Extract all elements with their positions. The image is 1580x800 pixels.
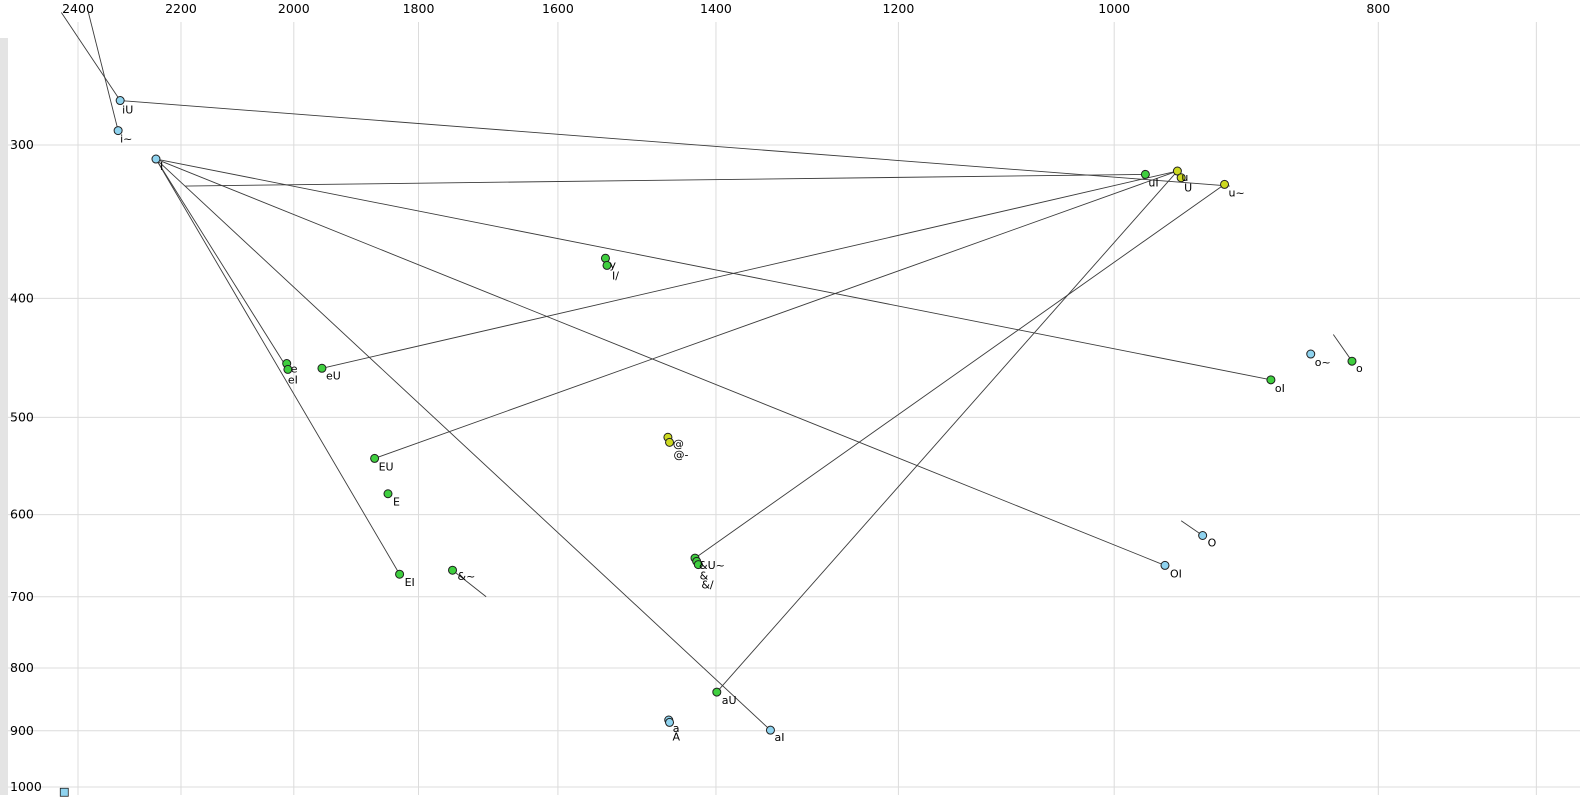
trajectory-line-3 xyxy=(185,173,1146,187)
vowel-label-6: u~ xyxy=(1229,186,1245,199)
y-tick-label-900: 900 xyxy=(10,723,34,738)
x-tick-label-1000: 1000 xyxy=(1098,1,1130,16)
vowel-point-26 xyxy=(712,687,722,697)
vowel-point-10 xyxy=(283,364,293,374)
vowel-label-7: y xyxy=(609,258,616,271)
trajectory-line-12 xyxy=(694,184,1225,559)
trajectory-line-4 xyxy=(155,158,289,370)
vowel-label-15: @ xyxy=(673,437,684,450)
vowel-label-9: e xyxy=(291,363,298,376)
vowel-point-16 xyxy=(665,437,675,447)
vowel-point-14 xyxy=(1266,375,1276,385)
trajectory-line-11 xyxy=(155,158,1166,566)
vowel-label-4: u xyxy=(1181,171,1188,184)
vowel-label-12: o~ xyxy=(1315,356,1331,369)
trajectory-line-13 xyxy=(452,569,487,598)
vowel-label-28: A xyxy=(673,730,681,743)
vowel-point-19 xyxy=(1198,530,1208,540)
vowel-point-4 xyxy=(1172,166,1182,176)
vowel-label-10: eI xyxy=(288,373,298,386)
vowel-point-23 xyxy=(693,560,703,570)
x-tick-label-2200: 2200 xyxy=(165,1,197,16)
vowel-point-29 xyxy=(765,725,775,735)
vowel-point-7 xyxy=(600,253,610,263)
vowel-point-18 xyxy=(383,489,393,499)
vowel-label-11: eU xyxy=(326,369,341,382)
trajectory-line-14 xyxy=(1332,334,1353,362)
vowel-label-26: aU xyxy=(722,694,737,707)
vowel-label-13: o xyxy=(1356,362,1363,375)
vowel-label-8: I/ xyxy=(612,269,619,282)
y-tick-label-800: 800 xyxy=(10,660,34,675)
x-tick-label-800: 800 xyxy=(1366,1,1390,16)
vowel-point-24 xyxy=(1160,560,1170,570)
vowel-label-3: uI xyxy=(1148,176,1158,189)
vowel-point-5 xyxy=(1176,173,1186,183)
vowel-label-19: O xyxy=(1208,536,1217,549)
x-tick-label-1200: 1200 xyxy=(883,1,915,16)
vowel-label-17: EU xyxy=(379,460,394,473)
trajectory-line-8 xyxy=(155,158,771,731)
y-tick-label-600: 600 xyxy=(10,507,34,522)
vowel-point-8 xyxy=(602,260,612,270)
vowel-label-16: @- xyxy=(674,448,689,461)
edge-marker xyxy=(59,787,69,797)
trajectory-line-5 xyxy=(321,170,1178,369)
vowel-point-11 xyxy=(317,363,327,373)
vowel-label-22: & xyxy=(700,569,709,582)
vowel-point-20 xyxy=(448,565,458,575)
trajectory-line-6 xyxy=(374,170,1178,459)
y-tick-label-500: 500 xyxy=(10,409,34,424)
vowel-label-20: &~ xyxy=(458,570,476,583)
x-tick-label-1400: 1400 xyxy=(700,1,732,16)
trajectory-line-9 xyxy=(716,170,1178,693)
vowel-label-21: &U~ xyxy=(699,559,725,572)
trajectory-line-1 xyxy=(87,12,119,131)
x-tick-label-1600: 1600 xyxy=(542,1,574,16)
vowel-label-29: aI xyxy=(774,731,784,744)
vowel-point-1 xyxy=(113,126,123,136)
vowel-label-24: OI xyxy=(1170,567,1182,580)
vowel-point-28 xyxy=(665,717,675,727)
vowel-label-23: &/ xyxy=(701,579,714,592)
trajectory-line-10 xyxy=(155,158,1271,381)
vowel-label-0: iU xyxy=(122,104,133,117)
vowel-label-27: a xyxy=(673,722,680,735)
vowel-point-0 xyxy=(115,96,125,106)
plot-margin-strip xyxy=(0,38,8,795)
x-tick-label-2000: 2000 xyxy=(278,1,310,16)
vowel-label-14: oI xyxy=(1275,382,1285,395)
trajectory-line-7 xyxy=(155,158,400,575)
y-tick-label-700: 700 xyxy=(10,589,34,604)
vowel-label-25: EI xyxy=(405,576,415,589)
y-tick-label-300: 300 xyxy=(10,137,34,152)
vowel-point-2 xyxy=(151,154,161,164)
vowel-point-3 xyxy=(1140,169,1150,179)
y-tick-label-1000: 1000 xyxy=(10,779,42,794)
vowel-label-18: E xyxy=(393,496,400,509)
vowel-label-1: i~ xyxy=(120,133,132,146)
vowel-label-2: I xyxy=(160,160,163,173)
vowel-point-13 xyxy=(1347,356,1357,366)
vowel-point-12 xyxy=(1306,349,1316,359)
x-tick-label-2400: 2400 xyxy=(62,1,94,16)
vowel-point-25 xyxy=(395,569,405,579)
vowel-label-5: U xyxy=(1184,182,1192,195)
x-tick-label-1800: 1800 xyxy=(403,1,435,16)
vowel-point-17 xyxy=(370,453,380,463)
y-tick-label-400: 400 xyxy=(10,290,34,305)
trajectory-line-2 xyxy=(120,100,1230,187)
trajectory-line-0 xyxy=(60,12,121,101)
vowel-point-6 xyxy=(1220,179,1230,189)
